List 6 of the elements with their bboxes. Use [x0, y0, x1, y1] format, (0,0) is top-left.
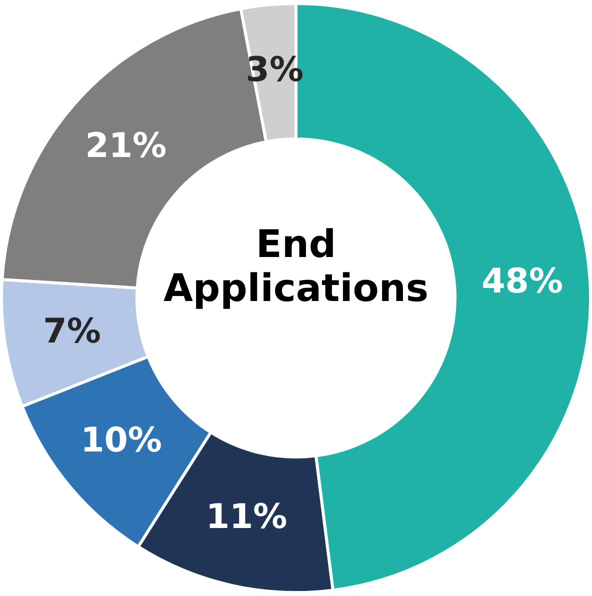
data-label: 21% [85, 126, 167, 166]
text: End Applications [162, 222, 430, 310]
data-label: 48% [482, 262, 564, 302]
data-label: 7% [43, 311, 101, 352]
data-label: 11% [206, 497, 288, 538]
data-label: 10% [80, 420, 162, 460]
